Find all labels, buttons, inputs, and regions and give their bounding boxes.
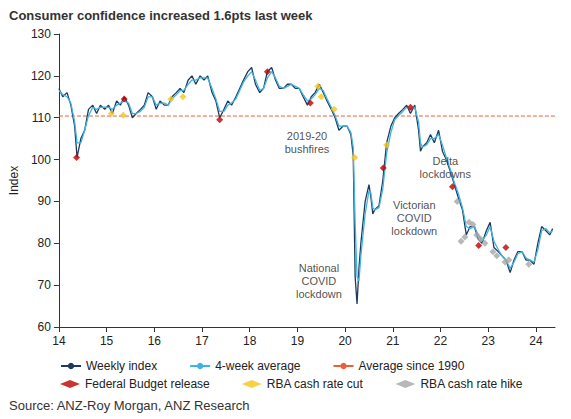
svg-text:20: 20 bbox=[338, 334, 352, 348]
svg-text:100: 100 bbox=[31, 153, 51, 167]
svg-text:70: 70 bbox=[38, 278, 52, 292]
svg-text:RBA cash rate hike: RBA cash rate hike bbox=[420, 377, 522, 391]
svg-text:90: 90 bbox=[38, 194, 52, 208]
svg-text:Source: ANZ-Roy Morgan, ANZ Re: Source: ANZ-Roy Morgan, ANZ Research bbox=[9, 398, 250, 413]
svg-text:Consumer confidence increased: Consumer confidence increased 1.6pts las… bbox=[9, 8, 313, 23]
svg-text:18: 18 bbox=[243, 334, 257, 348]
svg-text:COVID: COVID bbox=[397, 212, 432, 224]
svg-text:4-week average: 4-week average bbox=[215, 359, 301, 373]
svg-text:COVID: COVID bbox=[301, 275, 336, 287]
svg-text:17: 17 bbox=[195, 334, 209, 348]
svg-text:120: 120 bbox=[31, 69, 51, 83]
svg-text:2019-20: 2019-20 bbox=[287, 130, 327, 142]
svg-text:15: 15 bbox=[100, 334, 114, 348]
svg-text:RBA cash rate cut: RBA cash rate cut bbox=[267, 377, 364, 391]
svg-text:22: 22 bbox=[434, 334, 448, 348]
svg-text:Federal Budget release: Federal Budget release bbox=[85, 377, 210, 391]
svg-text:19: 19 bbox=[291, 334, 305, 348]
svg-text:lockdown: lockdown bbox=[296, 288, 342, 300]
svg-text:Weekly index: Weekly index bbox=[86, 359, 157, 373]
svg-text:21: 21 bbox=[386, 334, 400, 348]
svg-text:Index: Index bbox=[7, 166, 21, 195]
svg-text:130: 130 bbox=[31, 27, 51, 41]
svg-text:Average since 1990: Average since 1990 bbox=[359, 359, 465, 373]
svg-text:80: 80 bbox=[38, 236, 52, 250]
svg-text:23: 23 bbox=[482, 334, 496, 348]
svg-text:110: 110 bbox=[32, 111, 51, 125]
svg-text:16: 16 bbox=[148, 334, 162, 348]
svg-text:Delta: Delta bbox=[432, 155, 459, 167]
svg-text:60: 60 bbox=[38, 320, 52, 334]
svg-text:24: 24 bbox=[529, 334, 543, 348]
svg-text:lockdowns: lockdowns bbox=[420, 168, 472, 180]
svg-text:lockdown: lockdown bbox=[391, 225, 437, 237]
svg-text:14: 14 bbox=[52, 334, 66, 348]
svg-text:National: National bbox=[299, 262, 339, 274]
svg-text:bushfires: bushfires bbox=[285, 143, 330, 155]
svg-text:Victorian: Victorian bbox=[393, 199, 436, 211]
